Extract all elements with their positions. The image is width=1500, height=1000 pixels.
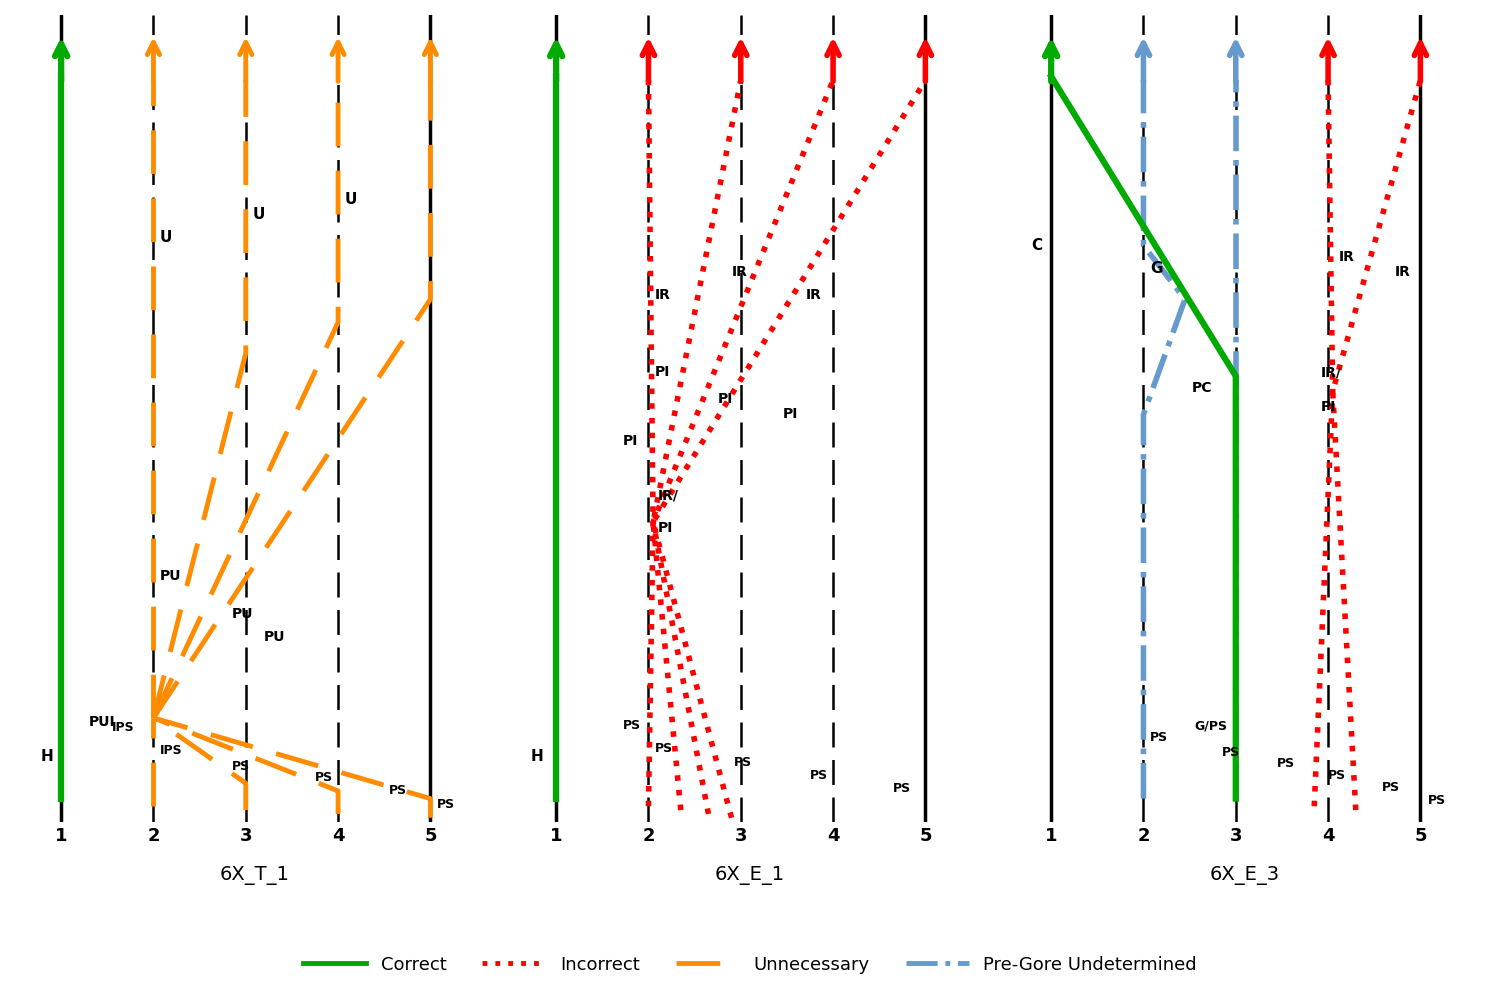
Text: G/PS: G/PS	[1194, 719, 1227, 732]
X-axis label: 6X_T_1: 6X_T_1	[220, 866, 290, 885]
Text: PI: PI	[783, 407, 798, 421]
Text: H: H	[40, 749, 54, 764]
Text: PI: PI	[717, 392, 734, 406]
Text: PI: PI	[656, 365, 670, 379]
Text: PS: PS	[810, 769, 828, 782]
Text: PS: PS	[388, 784, 406, 797]
Text: PS: PS	[1278, 757, 1296, 770]
Text: IPS: IPS	[160, 744, 183, 757]
Text: PS: PS	[622, 719, 640, 732]
Text: PS: PS	[315, 771, 333, 784]
Text: U: U	[160, 230, 172, 245]
Text: PS: PS	[436, 798, 454, 811]
Text: PU: PU	[264, 630, 285, 644]
Text: PC: PC	[1191, 381, 1212, 395]
Text: H: H	[531, 749, 543, 764]
Text: PS: PS	[892, 782, 910, 795]
Text: PU: PU	[232, 607, 254, 621]
Text: PU: PU	[160, 569, 182, 583]
Text: PS: PS	[1428, 794, 1446, 807]
Text: PS: PS	[232, 760, 250, 773]
Text: PS: PS	[734, 756, 752, 769]
Legend: Correct, Incorrect, Unnecessary, Pre-Gore Undetermined: Correct, Incorrect, Unnecessary, Pre-Gor…	[296, 949, 1204, 981]
X-axis label: 6X_E_3: 6X_E_3	[1210, 866, 1280, 885]
Text: PI: PI	[622, 434, 638, 448]
Text: G: G	[1150, 261, 1162, 276]
Text: PUI: PUI	[88, 715, 116, 729]
Text: U: U	[252, 207, 264, 222]
X-axis label: 6X_E_1: 6X_E_1	[716, 866, 784, 885]
Text: IR/: IR/	[1320, 365, 1341, 379]
Text: PS: PS	[1222, 746, 1240, 759]
Text: PS: PS	[1382, 781, 1400, 794]
Text: PI: PI	[1320, 400, 1336, 414]
Text: PS: PS	[656, 742, 674, 755]
Text: IR/: IR/	[657, 488, 678, 502]
Text: IR: IR	[1395, 265, 1410, 279]
Text: C: C	[1030, 238, 1042, 253]
Text: IR: IR	[732, 265, 747, 279]
Text: IR: IR	[806, 288, 822, 302]
Text: IR: IR	[1340, 250, 1354, 264]
Text: U: U	[345, 192, 357, 207]
Text: IPS: IPS	[112, 721, 135, 734]
Text: PS: PS	[1150, 731, 1168, 744]
Text: PI: PI	[657, 521, 674, 535]
Text: IR: IR	[656, 288, 670, 302]
Text: PS: PS	[1328, 769, 1346, 782]
